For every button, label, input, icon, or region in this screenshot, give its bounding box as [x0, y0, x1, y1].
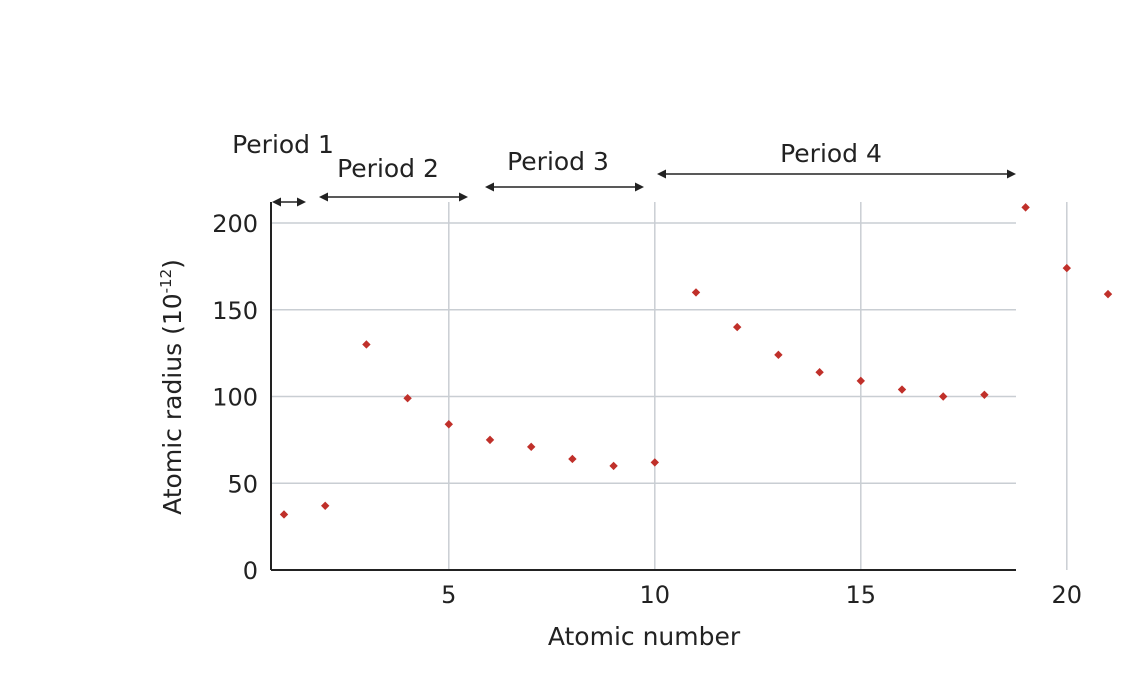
data-point: [609, 461, 618, 471]
data-point: [403, 394, 412, 403]
data-point: [774, 350, 783, 360]
y-axis-title-close: ): [158, 259, 187, 269]
period-arrow-left-head: [319, 192, 328, 202]
axes: [270, 202, 1016, 571]
data-point: [279, 510, 289, 519]
data-point: [444, 420, 453, 429]
period-arrow-left-head: [657, 169, 666, 179]
y-tick-label: 200: [212, 210, 258, 238]
period-label: Period 1: [232, 130, 334, 159]
data-point: [856, 376, 865, 386]
x-tick-label: 10: [640, 581, 671, 609]
data-point: [362, 340, 371, 349]
data-point: [650, 458, 659, 467]
data-point: [321, 501, 330, 511]
x-tick-label: 15: [846, 581, 877, 609]
y-axis-title-main: Atomic radius (10: [158, 293, 187, 515]
period-annotation: Period 3: [485, 147, 644, 192]
period-label: Period 3: [507, 147, 609, 176]
y-tick-label: 0: [243, 557, 258, 585]
period-arrow-right-head: [297, 197, 306, 207]
grid-lines: [271, 202, 1068, 570]
period-label: Period 2: [337, 154, 439, 183]
y-tick-label: 50: [227, 470, 258, 498]
data-point: [485, 435, 495, 445]
y-tick-labels: 0 50 100 150 200: [212, 210, 258, 585]
period-annotation: Period 1: [232, 130, 334, 207]
data-point: [897, 385, 907, 394]
data-point: [980, 390, 989, 399]
data-point: [733, 322, 742, 332]
data-point: [527, 442, 536, 452]
y-tick-label: 150: [212, 297, 258, 325]
period-arrow-left-head: [272, 197, 281, 207]
period-arrow-right-head: [635, 182, 644, 192]
data-point: [939, 392, 948, 401]
period-arrow-right-head: [459, 192, 468, 202]
data-point: [1103, 289, 1113, 299]
x-axis-title: Atomic number: [548, 622, 741, 651]
data-point: [1021, 203, 1030, 212]
x-tick-label: 20: [1052, 581, 1083, 609]
y-axis-title-exponent: -12: [157, 269, 175, 294]
period-label: Period 4: [780, 139, 882, 168]
data-points: [279, 203, 1113, 519]
x-tick-label: 5: [441, 581, 456, 609]
x-tick-labels: 5101520253035: [441, 581, 1083, 609]
y-axis-title: Atomic radius (10-12): [157, 259, 187, 515]
period-annotation: Period 4: [657, 139, 1016, 179]
period-annotation: Period 2: [319, 154, 468, 202]
data-point: [1062, 263, 1071, 273]
y-tick-label: 100: [212, 384, 258, 412]
data-point: [691, 288, 701, 297]
data-point: [568, 454, 577, 464]
data-point: [815, 368, 824, 377]
period-arrow-right-head: [1007, 169, 1016, 179]
period-arrow-left-head: [485, 182, 494, 192]
